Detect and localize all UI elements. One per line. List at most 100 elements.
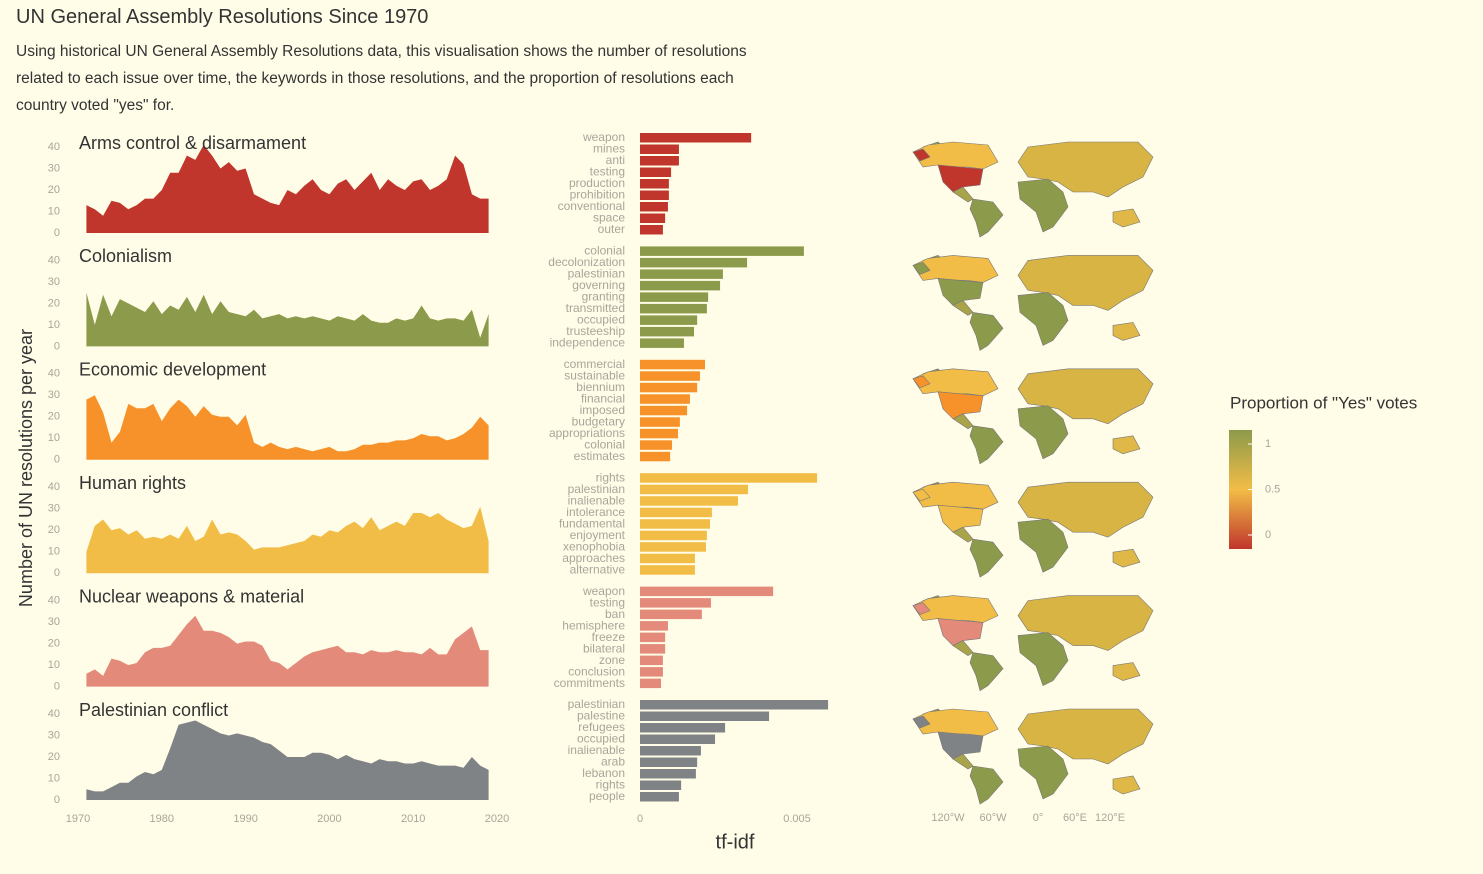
map-tick-label: 0° — [1033, 812, 1044, 824]
keyword-label: appropriations — [549, 426, 625, 440]
y-tick-label: 0 — [54, 340, 60, 352]
y-tick-label: 20 — [48, 638, 60, 650]
y-tick-label: 10 — [48, 432, 60, 444]
keyword-label: imposed — [580, 403, 625, 417]
bar — [640, 542, 706, 552]
keyword-label: weapon — [582, 584, 625, 598]
bar — [640, 644, 666, 654]
keyword-label: independence — [550, 336, 626, 350]
y-tick-label: 30 — [48, 162, 60, 174]
y-tick-label: 30 — [48, 389, 60, 401]
bar — [640, 144, 679, 154]
world-map — [912, 255, 1154, 351]
keyword-label: mines — [593, 142, 625, 156]
bar — [640, 598, 711, 608]
bar — [640, 382, 698, 393]
keyword-label: alternative — [570, 562, 626, 576]
keyword-label: palestinian — [568, 267, 625, 281]
y-tick-label: 30 — [48, 503, 60, 515]
y-tick-label: 40 — [48, 368, 60, 380]
bar — [640, 269, 723, 279]
legend-tick-label: 1 — [1265, 438, 1271, 450]
panel-title: Economic development — [79, 360, 266, 380]
bar — [640, 723, 726, 733]
alaska — [912, 262, 931, 275]
map-tick-label: 60°W — [979, 812, 1007, 824]
panel-title: Human rights — [79, 473, 186, 493]
map-tick-label: 60°E — [1063, 812, 1087, 824]
south-america — [969, 765, 1004, 805]
keyword-label: inalienable — [568, 493, 626, 507]
keyword-label: zone — [599, 653, 625, 667]
keyword-label: lebanon — [582, 766, 625, 780]
bar — [640, 213, 666, 223]
y-tick-label: 0 — [54, 681, 60, 693]
legend-tick-label: 0.5 — [1265, 483, 1280, 495]
africa — [1017, 292, 1069, 346]
bar — [640, 553, 695, 564]
bar — [640, 678, 662, 689]
bar — [640, 632, 666, 643]
panel-title: Palestinian conflict — [79, 700, 228, 720]
keyword-label: rights — [596, 470, 625, 484]
bar — [640, 326, 695, 337]
keyword-label: palestinian — [568, 697, 625, 711]
alaska — [912, 715, 931, 729]
keyword-label: rights — [596, 778, 625, 792]
keyword-label: testing — [590, 165, 625, 179]
keyword-label: arab — [601, 755, 625, 769]
bar — [640, 792, 679, 802]
bar — [640, 451, 671, 462]
world-map — [912, 141, 1154, 238]
africa — [1017, 405, 1069, 460]
south-america — [969, 652, 1004, 692]
keyword-label: transmitted — [566, 301, 625, 315]
x-tick-label: 0 — [637, 813, 643, 825]
y-tick-label: 20 — [48, 751, 60, 763]
keyword-label: decolonization — [548, 255, 625, 269]
africa — [1017, 745, 1069, 800]
keyword-label: prohibition — [570, 188, 625, 202]
legend-colorbar — [1229, 430, 1252, 549]
bar — [640, 167, 672, 177]
world-map — [912, 368, 1154, 465]
bar — [640, 484, 749, 495]
y-tick-label: 30 — [48, 276, 60, 288]
bar — [640, 156, 679, 166]
bar — [640, 315, 698, 325]
south-america — [969, 312, 1004, 351]
y-tick-label: 0 — [54, 227, 60, 239]
y-tick-label: 20 — [48, 297, 60, 309]
bar — [640, 394, 690, 404]
keyword-label: approaches — [562, 551, 625, 565]
bar — [640, 133, 752, 143]
keyword-label: fundamental — [559, 516, 625, 530]
x-axis-label: tf-idf — [716, 831, 755, 853]
y-axis-label: Number of UN resolutions per year — [16, 329, 36, 607]
alaska — [912, 488, 931, 502]
africa — [1017, 518, 1069, 573]
keyword-label: enjoyment — [570, 528, 626, 542]
bar — [640, 700, 829, 710]
page-title: UN General Assembly Resolutions Since 19… — [16, 6, 429, 28]
y-tick-label: 30 — [48, 616, 60, 628]
y-tick-label: 20 — [48, 524, 60, 536]
keyword-label: conclusion — [568, 664, 625, 678]
bar — [640, 225, 663, 235]
legend-title: Proportion of "Yes" votes — [1230, 393, 1417, 412]
alaska — [912, 375, 931, 389]
y-tick-label: 10 — [48, 659, 60, 671]
bar — [640, 280, 721, 291]
panel-title: Colonialism — [79, 246, 172, 266]
area — [86, 506, 489, 574]
keyword-label: hemisphere — [562, 618, 625, 632]
x-tick-label: 1990 — [233, 813, 257, 825]
y-tick-label: 30 — [48, 729, 60, 741]
map-tick-label: 120°W — [931, 812, 965, 824]
keyword-label: palestine — [577, 709, 625, 723]
y-tick-label: 10 — [48, 546, 60, 558]
keyword-label: outer — [598, 222, 625, 236]
keyword-label: occupied — [577, 313, 625, 327]
keyword-label: budgetary — [572, 414, 625, 428]
keyword-label: inalienable — [568, 743, 626, 757]
